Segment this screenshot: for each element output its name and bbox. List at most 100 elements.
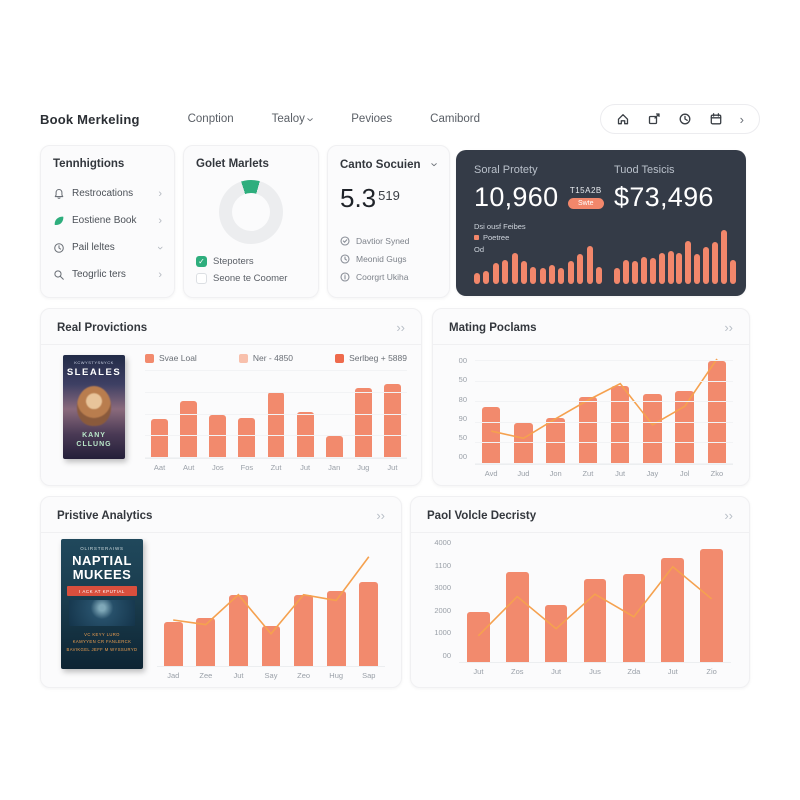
real-projections-panel: Real Provictions ›› KCWYSTYSNYCK SLEALES… [40,308,422,486]
market-option-seone[interactable]: Seone te Coomer [196,273,306,284]
panel-title: Real Provictions [57,321,148,334]
y-tick-label: 00 [458,452,467,462]
nav-item-conption[interactable]: Conption [188,113,234,126]
bar-slot [287,551,320,666]
book-footer-line: KAMYYEN CR FANLERCK [72,639,132,645]
sidebar-item-teogrlic-ters[interactable]: Teogrlic ters › [53,261,162,288]
mini-bar [492,263,499,284]
legend-swatch [145,353,154,363]
bar [643,393,662,464]
book-title-line: MUKEES [72,566,132,582]
bar [544,604,568,662]
x-tick-label: Jut [615,469,626,478]
book-top-text: KCWYSTYSNYCK [74,360,114,365]
legend-label: Ner - 4850 [252,353,294,363]
market-card-title: Golet Marlets [196,158,269,170]
bar [151,418,168,458]
market-option-stepoters[interactable]: ✓ Stepoters [196,256,306,267]
nav-item-camibord[interactable]: Camibord [430,113,480,126]
bar-slot [255,551,288,666]
expand-button[interactable]: ›› [724,508,733,523]
bar-slot [692,543,731,662]
pristive-analytics-panel: Pristive Analytics ›› OLIRSTERAIWS NAPTI… [40,496,402,688]
y-tick-label: 4000 [434,538,451,547]
book-title: SLEALES [66,367,122,378]
x-axis-labels: Jad Zee Jut Say Zeo Hug Sap [157,671,385,680]
expand-button[interactable]: ›› [376,508,385,523]
x-tick-label: Jud [517,469,530,478]
mini-bar [474,272,480,284]
stat-left-label: Soral Protety [474,164,538,176]
x-tick-label: Jut [551,667,562,676]
bar [481,407,501,464]
legend-item: Serlbeg + 5889 [335,353,407,363]
sidebar-item-restrocations[interactable]: Restrocations › [53,180,162,207]
chevron-right-icon: › [158,187,162,200]
bar-slot [145,371,174,458]
score-card: Canto Socuien › 5.3 519 Davtior Syned Meo… [327,145,450,298]
mating-podiums-panel: Mating Poclams ›› 00 50 80 90 50 00 Avd Jud Jon… [432,308,750,486]
top-nav: Book Merkeling Conption Tealoy › Pevioes … [40,100,760,138]
chevron-down-icon[interactable]: › [427,162,443,167]
bar [467,612,490,662]
mini-bar [483,271,490,284]
bar [238,417,256,458]
x-tick-label: Jut [387,463,398,472]
y-tick-label: 80 [458,394,467,404]
x-tick-label: Jut [233,671,244,680]
book-cover-naptial-mukees[interactable]: OLIRSTERAIWS NAPTIAL MUKEES I ACK AT KPU… [61,539,143,669]
checkbox-checked-icon[interactable]: ✓ [196,256,207,267]
x-tick-label: Zut [582,469,594,478]
bar [546,417,565,464]
mini-bar [721,230,728,284]
x-tick-label: Jus [589,667,601,676]
leaf-icon [53,215,65,227]
sidebar-item-eostiene-book[interactable]: Eostiene Book › [53,207,162,234]
x-tick-label: Zut [270,463,282,472]
bar [325,436,343,458]
sidebar-item-label: Eostiene Book [72,215,137,226]
book-ribbon: I ACK AT KPUTIAL [67,586,137,597]
score-detail-label: Davtior Syned [356,236,410,246]
stats-footnote: Dsi ousf Feibes [474,222,526,231]
sidebar-item-label: Pail leltes [72,242,115,253]
gridline [475,401,733,403]
pool-density-panel: Paol Volcle Decristy ›› 4000 1100 3000 2000… [410,496,750,688]
score-value-main: 5.3 [340,183,377,213]
x-tick-label: Jug [357,463,370,472]
x-axis-labels: Avd Jud Jon Zut Jut Jay Jol Zko [475,469,733,478]
x-tick-label: Zko [710,469,724,478]
score-value-sub: 519 [378,188,400,203]
bar-chart [145,370,407,459]
nav-item-label: Pevioes [351,113,393,125]
bar-slot [320,551,353,666]
chevron-right-icon[interactable]: › [739,111,744,127]
checkbox-unchecked-icon[interactable] [196,273,207,284]
sidebar-item-label: Teogrlic ters [72,269,126,280]
x-tick-label: Aut [183,463,195,472]
mini-bar [658,252,665,284]
sidebar-item-pail-leltes[interactable]: Pail leltes › [53,234,166,261]
expand-button[interactable]: ›› [396,320,405,335]
bar [583,578,607,662]
mini-bar [685,240,692,284]
expand-button[interactable]: ›› [724,320,733,335]
nav-item-label: Tealoy [271,113,305,125]
calendar-icon[interactable] [709,112,723,126]
bar-slot [475,361,507,464]
donut-chart [219,180,283,244]
book-cover-sleales[interactable]: KCWYSTYSNYCK SLEALES KANY CLLUNG [63,355,125,459]
brand-title[interactable]: Book Merkeling [40,111,140,127]
nav-item-pevioes[interactable]: Pevioes [351,113,392,126]
score-card-title: Canto Socuien [340,158,421,171]
legend-label: Poetree [483,233,510,242]
home-icon[interactable] [616,112,630,126]
nav-item-tealoy[interactable]: Tealoy › [271,113,319,126]
history-icon[interactable] [678,112,692,126]
book-author-line: CLLUNG [76,440,112,448]
share-icon[interactable] [647,112,661,126]
search-icon [53,269,65,281]
score-detail-item: Meonid Gugs [340,254,437,264]
gridline [475,360,733,361]
